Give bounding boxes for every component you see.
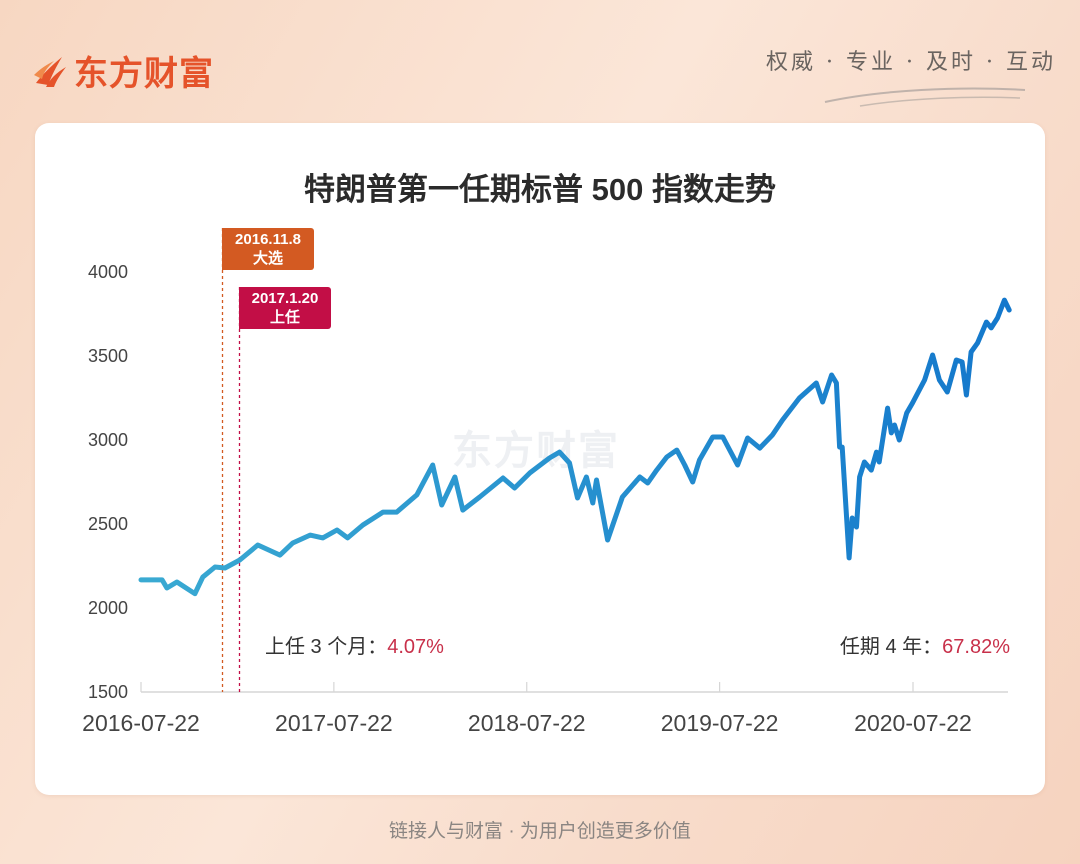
y-tick-label: 4000 (88, 262, 128, 282)
marker-inauguration: 2017.1.20 上任 (239, 287, 331, 329)
marker-label: 上任 (269, 309, 300, 326)
x-tick-label: 2019-07-22 (661, 710, 779, 736)
y-tick-label: 3000 (88, 430, 128, 450)
y-tick-label: 3500 (88, 346, 128, 366)
watermark: 东方财富 (452, 429, 620, 473)
marker-date: 2017.1.20 (251, 290, 319, 307)
note-value: 67.82% (942, 636, 1010, 658)
marker-label: 大选 (252, 250, 283, 267)
four-year-return: 任期 4 年：67.82% (840, 630, 1010, 659)
brand-logo: 东方财富 (32, 46, 214, 95)
chart-title: 特朗普第一任期标普 500 指数走势 (304, 172, 776, 207)
y-tick-label: 1500 (88, 682, 128, 702)
x-tick-label: 2018-07-22 (468, 710, 586, 736)
sp500-series-line (138, 297, 1012, 597)
footer-tagline: 链接人与财富 · 为用户创造更多价值 (389, 821, 691, 842)
logo-text: 东方财富 (74, 55, 214, 93)
swoosh-decoration (824, 87, 1026, 107)
flame-logo-icon (34, 56, 66, 87)
y-tick-label: 2500 (88, 514, 128, 534)
x-tick-label: 2020-07-22 (854, 710, 972, 736)
slogan: 权威 · 专业 · 及时 · 互动 (766, 50, 1056, 75)
x-tick-label: 2016-07-22 (82, 710, 200, 736)
x-tick-label: 2017-07-22 (275, 710, 393, 736)
three-month-return: 上任 3 个月：4.07% (265, 630, 444, 659)
y-tick-label: 2000 (88, 598, 128, 618)
note-label: 任期 4 年： (839, 636, 943, 658)
marker-election: 2016.11.8 大选 (222, 228, 314, 270)
note-value: 4.07% (387, 636, 444, 658)
note-label: 上任 3 个月： (265, 636, 388, 658)
marker-date: 2016.11.8 (235, 231, 301, 248)
